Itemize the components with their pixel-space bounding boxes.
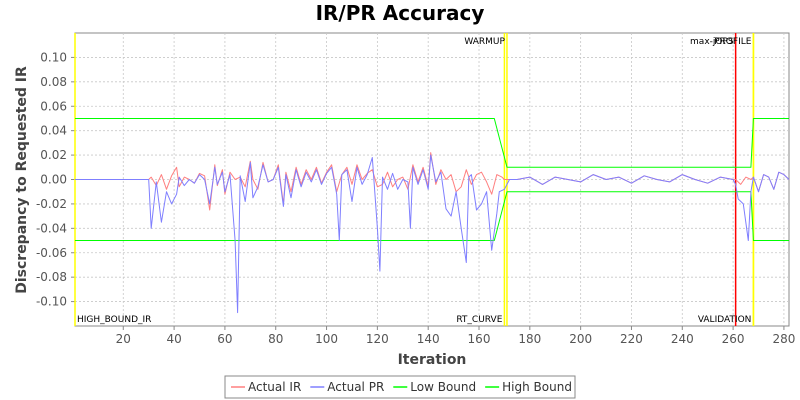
x-tick-label: 120 — [366, 332, 389, 346]
y-tick-label: -0.08 — [36, 270, 67, 284]
x-axis-ticks: 20 40 60 80 100 120 140 160 180 200 220 240 260 280 — [116, 326, 795, 346]
phase-marker-label: VALIDATION — [698, 315, 752, 325]
x-tick-label: 260 — [722, 332, 745, 346]
y-tick-label: 0.08 — [40, 75, 67, 89]
phase-marker-label: HIGH_BOUND_IR — [77, 315, 151, 325]
gridlines — [75, 33, 789, 326]
x-tick-label: 20 — [116, 332, 131, 346]
x-tick-label: 100 — [315, 332, 338, 346]
legend-entry: High Bound — [502, 380, 572, 394]
y-tick-label: -0.10 — [36, 295, 67, 309]
x-tick-label: 40 — [166, 332, 181, 346]
y-tick-label: -0.02 — [36, 197, 67, 211]
x-tick-label: 280 — [772, 332, 795, 346]
x-tick-label: 140 — [417, 332, 440, 346]
y-tick-label: 0.10 — [40, 50, 67, 64]
x-tick-label: 180 — [518, 332, 541, 346]
phase-marker-label: PROFILE — [714, 37, 752, 47]
y-tick-label: -0.06 — [36, 246, 67, 260]
phase-marker-label: max-jOPS — [690, 37, 734, 47]
y-axis-label: Discrepancy to Requested IR — [14, 66, 30, 294]
phase-marker-label: RT_CURVE — [456, 315, 502, 325]
legend: Actual IR Actual PR Low Bound High Bound — [224, 375, 576, 399]
legend-entry: Actual IR — [248, 380, 301, 394]
y-tick-label: -0.04 — [36, 221, 67, 235]
y-tick-label: 0.04 — [40, 124, 67, 138]
x-tick-label: 200 — [569, 332, 592, 346]
x-tick-label: 220 — [620, 332, 643, 346]
legend-entry: Low Bound — [410, 380, 476, 394]
y-axis-ticks: 0.10 0.08 0.06 0.04 0.02 0.00 -0.02 -0.04 -0.06 -… — [36, 50, 75, 309]
y-tick-label: 0.02 — [40, 148, 67, 162]
y-tick-label: 0.06 — [40, 99, 67, 113]
series-lines — [75, 118, 790, 314]
series-line — [75, 118, 789, 168]
x-tick-label: 160 — [468, 332, 491, 346]
x-tick-label: 240 — [671, 332, 694, 346]
series-line — [75, 154, 790, 314]
x-tick-label: 80 — [268, 332, 283, 346]
legend-entry: Actual PR — [327, 380, 384, 394]
y-tick-label: 0.00 — [40, 173, 67, 187]
x-tick-label: 60 — [217, 332, 232, 346]
chart-title: IR/PR Accuracy — [316, 1, 485, 25]
x-axis-label: Iteration — [398, 352, 467, 368]
phase-marker-label: WARMUP — [464, 37, 505, 47]
series-line — [75, 191, 789, 241]
